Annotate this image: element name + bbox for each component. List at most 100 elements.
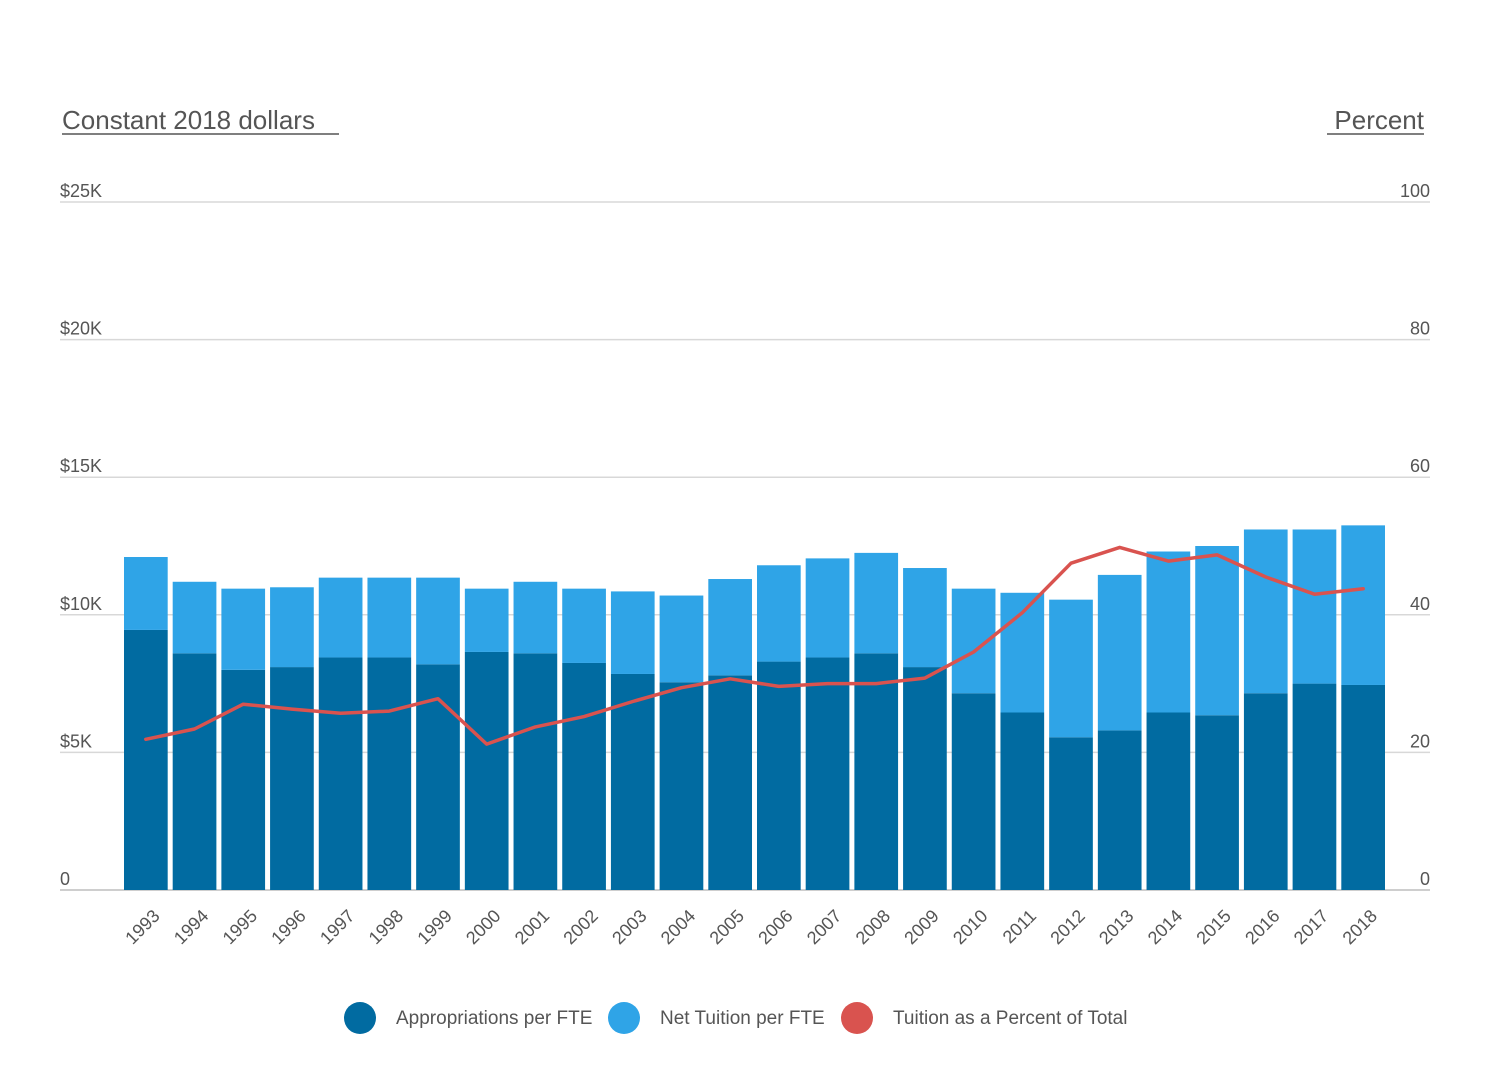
- bar-appropriations: [513, 653, 558, 890]
- bar-appropriations: [270, 667, 314, 890]
- legend-label-net-tuition: Net Tuition per FTE: [660, 1008, 825, 1029]
- bar-layer: [124, 525, 1385, 890]
- x-tick-label: 2015: [1192, 906, 1234, 948]
- x-tick-label: 2006: [754, 906, 796, 948]
- legend-marker-tuition-percent: [841, 1002, 873, 1034]
- x-tick-label: 1997: [316, 906, 358, 948]
- x-tick-label: 2009: [900, 906, 942, 948]
- y-right-tick-label: 40: [1410, 594, 1430, 614]
- y-left-tick-label: $20K: [60, 319, 102, 339]
- x-tick-label: 2002: [559, 906, 601, 948]
- bar-appropriations: [708, 675, 752, 890]
- bar-net-tuition: [1341, 525, 1385, 685]
- bar-net-tuition: [805, 558, 850, 658]
- bar-net-tuition: [270, 587, 314, 668]
- x-tick-label: 2005: [706, 906, 748, 948]
- bar-net-tuition: [367, 577, 412, 658]
- x-tick-label: 2001: [511, 906, 553, 948]
- bar-appropriations: [1243, 693, 1288, 890]
- x-tick-label: 2008: [852, 906, 894, 948]
- bar-net-tuition: [562, 588, 606, 663]
- bar-net-tuition: [1146, 551, 1191, 713]
- bar-appropriations: [757, 661, 801, 890]
- x-tick-label: 2018: [1339, 906, 1381, 948]
- bar-net-tuition: [708, 579, 752, 676]
- y-right-tick-label: 100: [1400, 181, 1430, 201]
- bar-appropriations: [1049, 737, 1093, 890]
- bar-appropriations: [854, 653, 899, 890]
- x-tick-label: 2011: [999, 906, 1041, 948]
- bar-appropriations: [367, 657, 412, 890]
- bar-appropriations: [1195, 715, 1239, 890]
- bar-net-tuition: [124, 557, 168, 630]
- x-tick-label: 1994: [170, 906, 212, 948]
- x-tick-label: 2016: [1241, 906, 1283, 948]
- bar-net-tuition: [1292, 529, 1337, 684]
- legend: Appropriations per FTE Net Tuition per F…: [344, 1002, 1127, 1034]
- x-tick-label: 2014: [1144, 906, 1186, 948]
- bar-net-tuition: [1097, 574, 1142, 731]
- bar-appropriations: [1000, 712, 1045, 890]
- right-axis-title: Percent: [1334, 105, 1424, 135]
- bar-appropriations: [172, 653, 217, 890]
- y-left-tick-label: $10K: [60, 594, 102, 614]
- line-layer: [144, 545, 1365, 746]
- bar-appropriations: [951, 693, 996, 890]
- legend-marker-net-tuition: [608, 1002, 640, 1034]
- left-axis-title: Constant 2018 dollars: [62, 105, 315, 135]
- bar-appropriations: [1341, 684, 1385, 890]
- x-tick-label: 1999: [413, 906, 455, 948]
- y-left-tick-label: $15K: [60, 456, 102, 476]
- y-right-tick-label: 80: [1410, 319, 1430, 339]
- bar-net-tuition: [1195, 546, 1239, 716]
- bar-net-tuition: [757, 565, 801, 662]
- bar-appropriations: [318, 657, 363, 890]
- bar-appropriations: [659, 682, 704, 890]
- bar-net-tuition: [1049, 599, 1093, 738]
- bar-net-tuition: [513, 581, 558, 654]
- bar-net-tuition: [1243, 529, 1288, 694]
- bar-net-tuition: [464, 588, 509, 652]
- legend-label-appropriations: Appropriations per FTE: [396, 1008, 592, 1029]
- bar-appropriations: [903, 667, 947, 890]
- x-tick-label: 2004: [657, 906, 699, 948]
- x-tick-label: 2017: [1290, 906, 1332, 948]
- bar-net-tuition: [659, 595, 704, 683]
- x-tick-label: 1998: [365, 906, 407, 948]
- legend-marker-appropriations: [344, 1002, 376, 1034]
- x-tick-label: 1993: [121, 906, 163, 948]
- y-right-tick-label: 20: [1410, 731, 1430, 751]
- x-tick-label: 2007: [803, 906, 845, 948]
- x-tick-label: 2010: [949, 906, 991, 948]
- x-tick-label: 2013: [1095, 906, 1137, 948]
- bar-appropriations: [464, 651, 509, 890]
- bar-net-tuition: [221, 588, 266, 670]
- x-tick-label: 1995: [219, 906, 261, 948]
- bar-net-tuition: [318, 577, 363, 658]
- bar-appropriations: [1146, 712, 1191, 890]
- bar-net-tuition: [416, 577, 460, 665]
- tuition-percent-line: [144, 545, 1365, 746]
- bar-appropriations: [1097, 730, 1142, 890]
- bar-appropriations: [610, 673, 655, 890]
- bar-net-tuition: [903, 568, 947, 668]
- x-tick-label: 2003: [608, 906, 650, 948]
- bar-appropriations: [124, 629, 168, 890]
- bar-net-tuition: [610, 591, 655, 674]
- bar-net-tuition: [172, 581, 217, 654]
- y-right-tick-label: 60: [1410, 456, 1430, 476]
- bar-appropriations: [1292, 683, 1337, 890]
- bar-appropriations: [805, 657, 850, 890]
- y-left-tick-label: $25K: [60, 181, 102, 201]
- x-tick-label: 1996: [267, 906, 309, 948]
- y-left-tick-label: 0: [60, 869, 70, 889]
- bar-appropriations: [562, 662, 606, 890]
- bar-net-tuition: [854, 552, 899, 654]
- y-right-tick-label: 0: [1420, 869, 1430, 889]
- legend-label-tuition-percent: Tuition as a Percent of Total: [893, 1008, 1127, 1029]
- x-tick-label: 2000: [462, 906, 504, 948]
- y-left-tick-label: $5K: [60, 731, 92, 751]
- x-tick-label: 2012: [1046, 906, 1088, 948]
